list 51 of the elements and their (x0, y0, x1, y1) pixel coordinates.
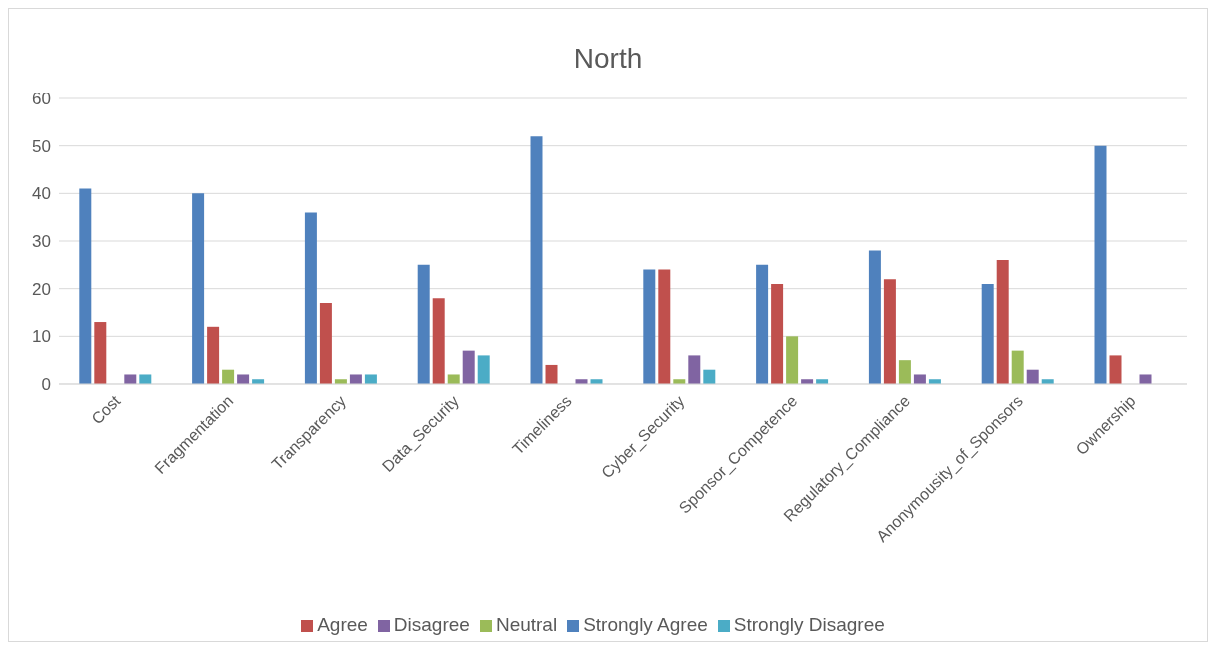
bar (658, 269, 671, 384)
bar (139, 374, 152, 384)
bar (1139, 374, 1152, 384)
bar (447, 374, 460, 384)
bar (94, 322, 107, 384)
bar (1026, 369, 1039, 384)
bar (868, 250, 881, 384)
bar (304, 212, 317, 384)
bar (1011, 350, 1024, 384)
bar (688, 355, 701, 384)
bar (898, 360, 911, 384)
bar (1109, 355, 1122, 384)
y-tick-label: 20 (32, 279, 51, 299)
legend-label: Disagree (393, 614, 470, 635)
bar (913, 374, 926, 384)
bar (530, 136, 543, 384)
bar (996, 260, 1009, 384)
y-tick-label: 10 (32, 327, 51, 347)
x-tick-label: Cost (88, 391, 124, 428)
bar (1094, 145, 1107, 384)
bar (703, 369, 716, 384)
legend-label: Neutral (495, 614, 558, 635)
bar (462, 350, 475, 384)
legend-label: Strongly Agree (583, 614, 708, 635)
y-tick-label: 60 (32, 89, 51, 109)
bar (222, 369, 235, 384)
bar (756, 264, 769, 384)
bar (477, 355, 490, 384)
bar (545, 364, 558, 384)
legend-label: Strongly Disagree (733, 614, 885, 635)
chart-title: North (573, 43, 643, 74)
y-tick-label: 0 (41, 375, 51, 395)
bar (364, 374, 377, 384)
bar (417, 264, 430, 384)
bar (432, 298, 445, 384)
y-tick-label: 40 (32, 184, 51, 204)
legend-label: Agree (317, 614, 368, 635)
bar (786, 336, 799, 384)
bar (883, 279, 896, 384)
y-tick-label: 50 (32, 136, 51, 156)
bar (192, 193, 205, 384)
bar (981, 283, 994, 384)
bar (319, 302, 332, 384)
bar (237, 374, 250, 384)
bar (643, 269, 656, 384)
bar (124, 374, 137, 384)
y-tick-label: 30 (32, 232, 51, 252)
bar (349, 374, 362, 384)
bar (207, 326, 220, 384)
bar (771, 283, 784, 384)
bar (79, 188, 92, 384)
